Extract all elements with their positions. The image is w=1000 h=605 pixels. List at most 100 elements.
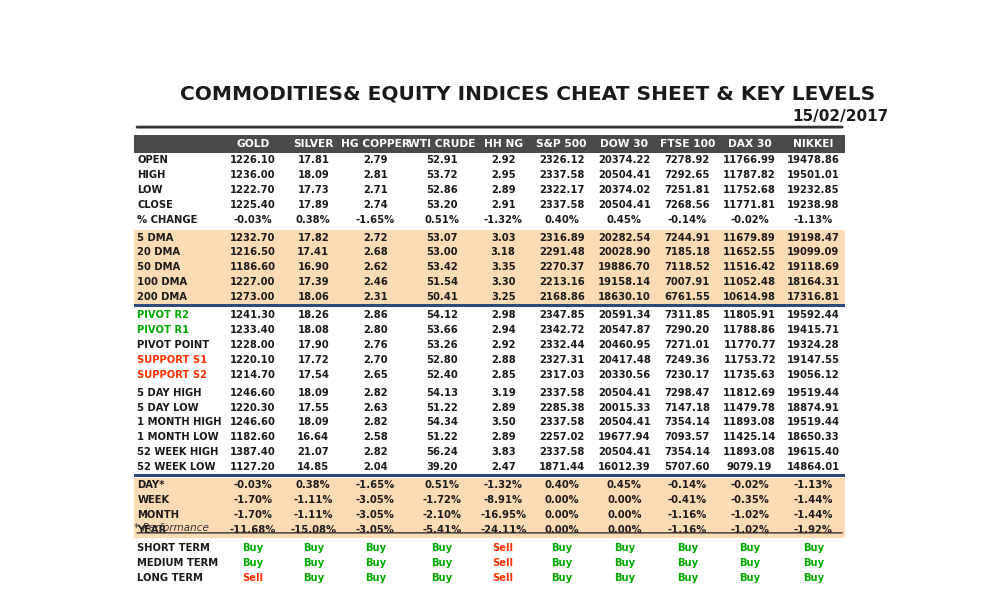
Text: GOLD: GOLD (236, 139, 270, 149)
Bar (134, 474, 845, 477)
Text: DOW 30: DOW 30 (600, 139, 648, 149)
Text: Sell: Sell (493, 572, 514, 583)
Text: 1225.40: 1225.40 (230, 200, 276, 210)
Text: 20504.41: 20504.41 (598, 200, 651, 210)
Text: LONG TERM: LONG TERM (137, 572, 203, 583)
Text: 2327.31: 2327.31 (539, 355, 584, 365)
Text: 7230.17: 7230.17 (665, 370, 710, 380)
Text: 2.04: 2.04 (363, 462, 388, 472)
Text: 53.20: 53.20 (426, 200, 458, 210)
Text: 2326.12: 2326.12 (539, 155, 584, 165)
Text: 2316.89: 2316.89 (539, 232, 585, 243)
Text: 54.13: 54.13 (426, 388, 458, 397)
Text: -1.13%: -1.13% (794, 215, 833, 225)
Text: 0.00%: 0.00% (607, 525, 642, 535)
Text: 21.07: 21.07 (298, 447, 329, 457)
Text: HG COPPER: HG COPPER (341, 139, 410, 149)
Bar (134, 152, 845, 227)
Text: 0.45%: 0.45% (607, 480, 642, 490)
Text: 52 WEEK LOW: 52 WEEK LOW (137, 462, 216, 472)
Text: 2.47: 2.47 (491, 462, 516, 472)
Text: 1226.10: 1226.10 (230, 155, 276, 165)
Text: 1220.30: 1220.30 (230, 402, 276, 413)
Text: 2347.85: 2347.85 (539, 310, 585, 320)
Text: 2337.58: 2337.58 (539, 447, 584, 457)
Text: -1.13%: -1.13% (794, 480, 833, 490)
Text: 1232.70: 1232.70 (230, 232, 276, 243)
Text: -0.03%: -0.03% (234, 480, 272, 490)
Text: 51.22: 51.22 (426, 433, 458, 442)
Text: 11425.14: 11425.14 (723, 433, 776, 442)
Text: 7271.01: 7271.01 (664, 340, 710, 350)
Text: 11788.86: 11788.86 (723, 325, 776, 335)
Text: 1273.00: 1273.00 (230, 292, 276, 302)
Text: 2.89: 2.89 (491, 185, 516, 195)
Text: -1.65%: -1.65% (356, 215, 395, 225)
Text: 2.31: 2.31 (363, 292, 388, 302)
Text: 17316.81: 17316.81 (787, 292, 840, 302)
Text: -3.05%: -3.05% (356, 510, 395, 520)
Text: 20028.90: 20028.90 (598, 247, 651, 257)
Text: 7185.18: 7185.18 (664, 247, 710, 257)
Text: 20417.48: 20417.48 (598, 355, 651, 365)
Text: 11812.69: 11812.69 (723, 388, 776, 397)
Text: 7249.36: 7249.36 (665, 355, 710, 365)
Text: WEEK: WEEK (137, 495, 170, 505)
Text: 0.00%: 0.00% (607, 495, 642, 505)
Text: -1.92%: -1.92% (794, 525, 833, 535)
Text: MONTH: MONTH (137, 510, 179, 520)
Text: 2.63: 2.63 (363, 402, 388, 413)
Text: 2257.02: 2257.02 (539, 433, 584, 442)
Text: 19238.98: 19238.98 (787, 200, 839, 210)
Text: 53.26: 53.26 (426, 340, 458, 350)
Bar (134, 308, 845, 382)
Text: Buy: Buy (303, 558, 324, 567)
Text: 11516.42: 11516.42 (723, 263, 776, 272)
Text: -1.72%: -1.72% (422, 495, 461, 505)
Text: 1 MONTH HIGH: 1 MONTH HIGH (137, 417, 222, 428)
Bar (134, 136, 845, 152)
Text: 16.90: 16.90 (297, 263, 329, 272)
Text: 20504.41: 20504.41 (598, 170, 651, 180)
Text: Buy: Buy (365, 558, 386, 567)
Text: 20330.56: 20330.56 (598, 370, 651, 380)
Text: 2342.72: 2342.72 (539, 325, 584, 335)
Text: 2.86: 2.86 (363, 310, 388, 320)
Bar (134, 540, 845, 585)
Text: 1214.70: 1214.70 (230, 370, 276, 380)
Text: 11679.89: 11679.89 (723, 232, 776, 243)
Text: 52.40: 52.40 (426, 370, 458, 380)
Text: 9079.19: 9079.19 (727, 462, 772, 472)
Text: 15/02/2017: 15/02/2017 (792, 110, 888, 125)
Text: 20591.34: 20591.34 (598, 310, 651, 320)
Text: 1182.60: 1182.60 (230, 433, 276, 442)
Text: 14.85: 14.85 (297, 462, 329, 472)
Text: * Performance: * Performance (134, 523, 209, 533)
Text: Buy: Buy (677, 543, 698, 553)
Text: 18874.91: 18874.91 (787, 402, 840, 413)
Text: 2317.03: 2317.03 (539, 370, 584, 380)
Text: 2.88: 2.88 (491, 355, 516, 365)
Text: 18.09: 18.09 (297, 170, 329, 180)
Text: 1246.60: 1246.60 (230, 388, 276, 397)
Text: Buy: Buy (551, 543, 572, 553)
Text: Buy: Buy (365, 572, 386, 583)
Text: -0.03%: -0.03% (234, 215, 272, 225)
Text: 11771.81: 11771.81 (723, 200, 776, 210)
Text: 20504.41: 20504.41 (598, 388, 651, 397)
Text: Buy: Buy (803, 558, 824, 567)
Text: Buy: Buy (677, 558, 698, 567)
Text: 17.90: 17.90 (298, 340, 329, 350)
Text: 20504.41: 20504.41 (598, 447, 651, 457)
Text: Sell: Sell (493, 543, 514, 553)
Text: 2.92: 2.92 (491, 340, 515, 350)
Text: 200 DMA: 200 DMA (137, 292, 187, 302)
Text: Buy: Buy (614, 543, 635, 553)
Text: Buy: Buy (551, 558, 572, 567)
Text: 2337.58: 2337.58 (539, 417, 584, 428)
Text: 2.71: 2.71 (363, 185, 388, 195)
Text: 20282.54: 20282.54 (598, 232, 651, 243)
Text: 11735.63: 11735.63 (723, 370, 776, 380)
Text: 50 DMA: 50 DMA (137, 263, 181, 272)
Text: 52.91: 52.91 (426, 155, 458, 165)
